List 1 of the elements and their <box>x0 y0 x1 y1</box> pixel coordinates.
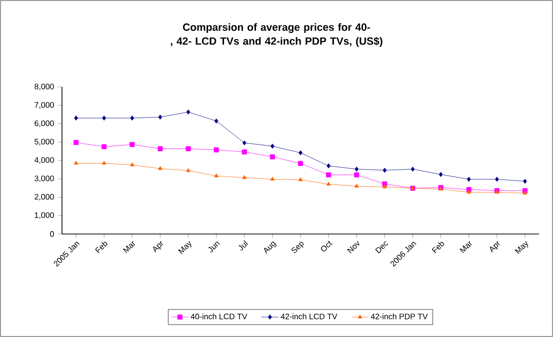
chart-title: Comparsion of average prices for 40-, 42- LCD TVs and 42-inch PDP TVs, (US$) <box>170 23 382 47</box>
